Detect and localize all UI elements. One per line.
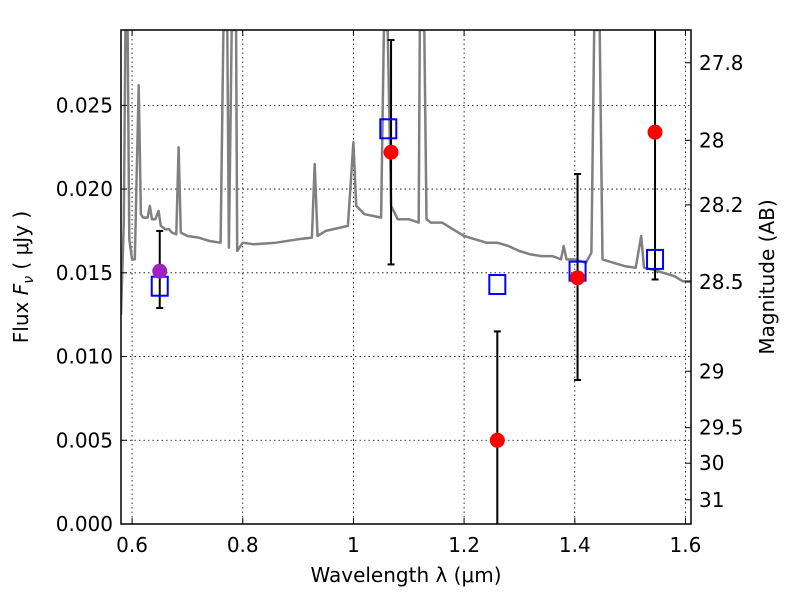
y-label-f: F [9, 283, 33, 295]
y-tick-label: 0.010 [56, 345, 113, 369]
x-tick-label: 1 [347, 533, 360, 557]
plot-frame [120, 29, 692, 525]
observed-flux-point [152, 263, 168, 279]
grid [121, 30, 691, 525]
spectrum-line [121, 30, 691, 315]
model-square-marker [379, 118, 398, 140]
error-bars [156, 30, 659, 524]
x-tick-label: 1.4 [559, 533, 591, 557]
observed-flux-point [570, 270, 586, 286]
y-tick-label: 0.025 [56, 93, 113, 117]
y2-tick-label: 30 [699, 451, 724, 475]
y-label-unit: ( μJy ) [9, 211, 33, 276]
model-square-marker [646, 248, 665, 270]
y2-tick-label: 28 [699, 128, 724, 152]
y2-tick-label: 31 [699, 488, 724, 512]
x-tick-label: 1.2 [448, 533, 480, 557]
y-tick-label: 0.005 [56, 428, 113, 452]
y-axis-label: Flux Fν ( μJy ) [9, 211, 37, 343]
y2-tick-label: 29.5 [699, 416, 744, 440]
y2-axis-label: Magnitude (AB) [755, 199, 779, 354]
x-axis-label: Wavelength λ (μm) [310, 563, 501, 587]
x-tick-label: 1.6 [670, 533, 702, 557]
x-tick-label: 0.8 [227, 533, 259, 557]
plot-data [121, 30, 691, 315]
y2-tick-label: 28.2 [699, 193, 744, 217]
y2-tick-label: 28.5 [699, 270, 744, 294]
ticks: 0.6 0.8 1 1.2 1.4 1.6 0.000 0.005 0.010 0.015 0.02… [56, 30, 744, 557]
observed-flux-point [489, 432, 505, 448]
observed-flux-point [383, 144, 399, 160]
y2-tick-label: 29 [699, 359, 724, 383]
y-label-flux: Flux [9, 295, 33, 343]
y-tick-label: 0.015 [56, 261, 113, 285]
y2-tick-label: 27.8 [699, 51, 744, 75]
model-square-marker [488, 274, 507, 296]
y-tick-label: 0.020 [56, 177, 113, 201]
x-tick-label: 0.6 [116, 533, 148, 557]
observed-flux-point [647, 124, 663, 140]
y-tick-label: 0.000 [56, 512, 113, 536]
y-label-nu: ν [21, 276, 37, 284]
markers [150, 118, 665, 448]
